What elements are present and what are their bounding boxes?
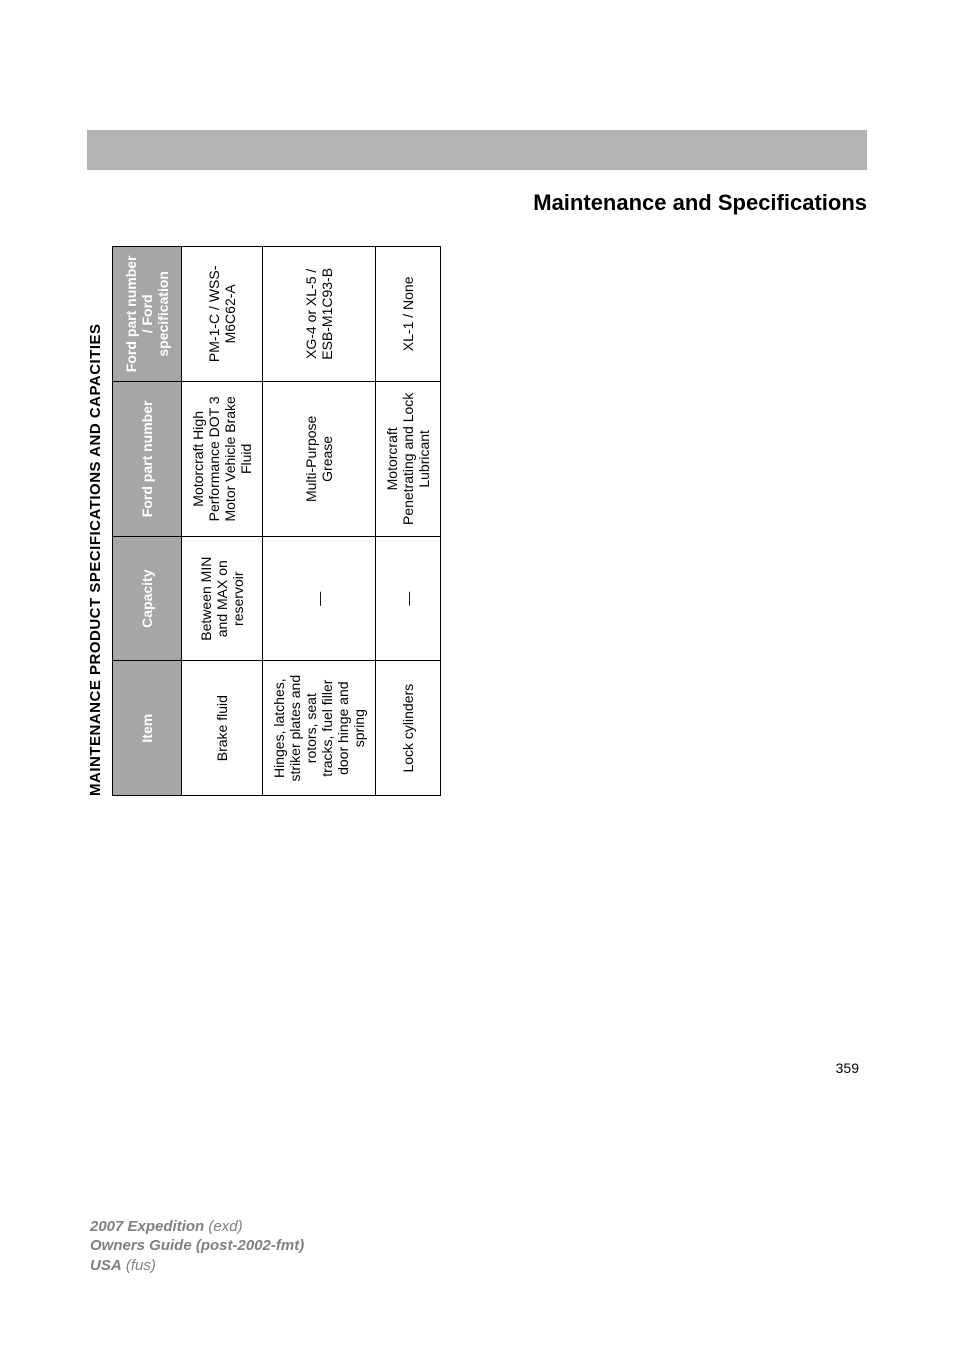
- table-row: Brake fluid Between MIN and MAX on reser…: [182, 247, 263, 796]
- cell-capacity: —: [263, 537, 376, 661]
- footer-code-1: (exd): [204, 1218, 242, 1235]
- table-row: Hinges, latches, striker plates and roto…: [263, 247, 376, 796]
- table-title: MAINTENANCE PRODUCT SPECIFICATIONS AND C…: [87, 258, 104, 796]
- table-header-row: Item Capacity Ford part number Ford part…: [113, 247, 182, 796]
- footer-model: 2007 Expedition: [90, 1218, 204, 1235]
- cell-specification: XG-4 or XL-5 / ESB-M1C93-B: [263, 247, 376, 382]
- footer-line-3: USA (fus): [90, 1256, 304, 1276]
- cell-specification: PM-1-C / WSS-M6C62-A: [182, 247, 263, 382]
- col-header-item: Item: [113, 661, 182, 796]
- table-container: MAINTENANCE PRODUCT SPECIFICATIONS AND C…: [87, 246, 867, 796]
- col-header-part-number: Ford part number: [113, 381, 182, 536]
- footer-line-2: Owners Guide (post-2002-fmt): [90, 1236, 304, 1256]
- section-title: Maintenance and Specifications: [87, 190, 867, 216]
- page-number: 359: [836, 1060, 859, 1076]
- cell-item: Brake fluid: [182, 661, 263, 796]
- footer: 2007 Expedition (exd) Owners Guide (post…: [90, 1217, 304, 1276]
- footer-code-2: (fus): [122, 1257, 156, 1274]
- table-row: Lock cylinders — Motorcraft Penetrating …: [376, 247, 441, 796]
- cell-item: Hinges, latches, striker plates and roto…: [263, 661, 376, 796]
- cell-item: Lock cylinders: [376, 661, 441, 796]
- col-header-capacity: Capacity: [113, 537, 182, 661]
- cell-capacity: —: [376, 537, 441, 661]
- footer-region: USA: [90, 1257, 122, 1274]
- footer-line-1: 2007 Expedition (exd): [90, 1217, 304, 1237]
- cell-part-number: Motorcraft High Performance DOT 3 Motor …: [182, 381, 263, 536]
- specifications-table: Item Capacity Ford part number Ford part…: [112, 246, 441, 796]
- col-header-specification: Ford part number / Ford specification: [113, 247, 182, 382]
- header-bar: [87, 130, 867, 170]
- cell-part-number: Multi-Purpose Grease: [263, 381, 376, 536]
- cell-specification: XL-1 / None: [376, 247, 441, 382]
- cell-capacity: Between MIN and MAX on reservoir: [182, 537, 263, 661]
- cell-part-number: Motorcraft Penetrating and Lock Lubrican…: [376, 381, 441, 536]
